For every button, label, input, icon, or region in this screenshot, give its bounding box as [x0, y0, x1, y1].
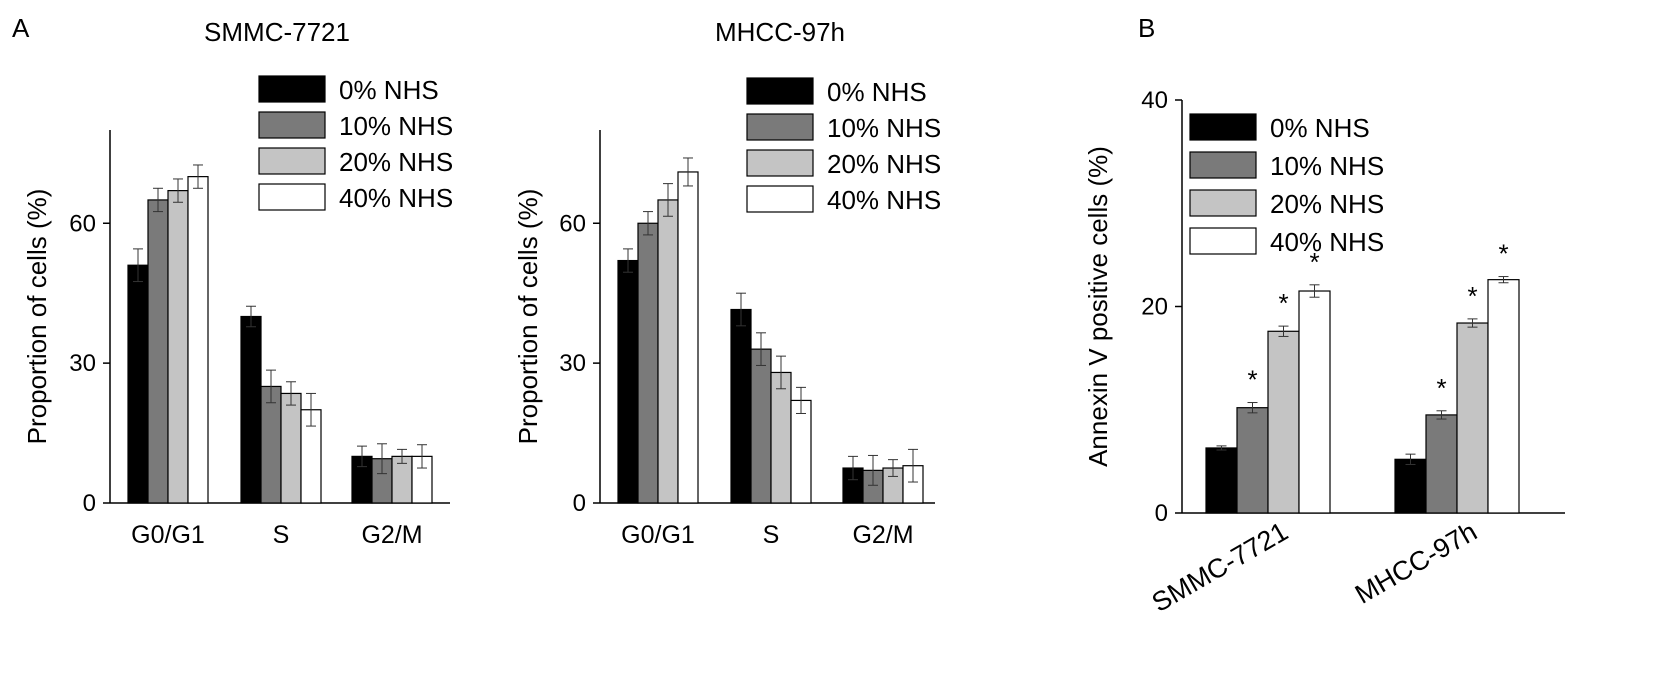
legend-label: 0% NHS — [339, 75, 439, 105]
c0-y-tick-label: 30 — [69, 350, 96, 377]
bar-c2-mhcc97h-s1 — [1425, 414, 1458, 514]
bar-c0-g0g1-s3 — [187, 176, 209, 504]
c1-legend: 0% NHS 10% NHS 20% NHS 40% NHS — [746, 77, 941, 215]
legend-swatch — [746, 185, 814, 213]
bar-c0-s-s0 — [240, 315, 262, 504]
significance-marker: * — [1247, 365, 1257, 395]
bar-c1-s-s1 — [750, 348, 772, 504]
legend-label: 40% NHS — [339, 183, 453, 213]
bar-c2-smmc7721-s3 — [1298, 290, 1331, 514]
bar-c0-s-s1 — [260, 385, 282, 504]
legend-label: 10% NHS — [339, 111, 453, 141]
bar-c0-g0g1-s0 — [127, 264, 149, 504]
c0-title: SMMC-7721 — [204, 17, 350, 47]
bar-c2-mhcc97h-s3 — [1487, 279, 1520, 514]
legend-label: 40% NHS — [1270, 227, 1384, 257]
bar-c2-smmc7721-s2 — [1267, 330, 1300, 514]
legend-swatch — [746, 149, 814, 177]
significance-marker: * — [1278, 288, 1288, 318]
legend-swatch — [1189, 189, 1257, 217]
c0-legend: 0% NHS 10% NHS 20% NHS 40% NHS — [258, 75, 453, 213]
bar-c1-s-s2 — [770, 371, 792, 504]
chart-smmc-7721-cell-cycle: 0 30 60 Proportion of cells (%) SMMC-7721 G0/… — [22, 17, 453, 549]
c0-category-label: S — [273, 521, 290, 549]
c2-y-tick-label: 20 — [1141, 294, 1168, 321]
legend-label: 20% NHS — [339, 147, 453, 177]
c2-category-label: MHCC-97h — [1350, 516, 1482, 609]
c1-category-label: G0/G1 — [621, 521, 695, 549]
c2-category-label: SMMC-7721 — [1147, 516, 1293, 618]
bar-c2-smmc7721-s1 — [1236, 407, 1269, 514]
legend-swatch — [258, 111, 326, 139]
c1-category-label: S — [763, 521, 780, 549]
bar-c1-s-s3 — [790, 399, 812, 504]
significance-marker: * — [1309, 247, 1319, 277]
bar-c2-mhcc97h-s0 — [1394, 458, 1427, 514]
c0-category-label: G0/G1 — [131, 521, 205, 549]
c0-y-tick-label: 0 — [83, 490, 96, 517]
bar-c1-g0g1-s2 — [657, 199, 679, 504]
panel-a-label: A — [12, 13, 30, 43]
c0-category-label: G2/M — [361, 521, 422, 549]
bar-c0-g0g1-s2 — [167, 190, 189, 504]
bar-c2-smmc7721-s0 — [1205, 447, 1238, 514]
legend-label: 0% NHS — [1270, 113, 1370, 143]
c2-y-tick-label: 0 — [1155, 500, 1168, 527]
legend-swatch — [1189, 151, 1257, 179]
c1-y-tick-label: 0 — [573, 490, 586, 517]
legend-label: 10% NHS — [827, 113, 941, 143]
legend-label: 20% NHS — [1270, 189, 1384, 219]
c1-y-tick-label: 30 — [559, 350, 586, 377]
significance-marker: * — [1467, 281, 1477, 311]
legend-swatch — [746, 113, 814, 141]
bar-c1-g0g1-s1 — [637, 222, 659, 504]
legend-label: 40% NHS — [827, 185, 941, 215]
c0-y-axis-label: Proportion of cells (%) — [22, 189, 52, 445]
c1-y-axis-label: Proportion of cells (%) — [513, 189, 543, 445]
c1-category-label: G2/M — [852, 521, 913, 549]
bar-c2-mhcc97h-s2 — [1456, 322, 1489, 514]
significance-marker: * — [1498, 239, 1508, 269]
significance-marker: * — [1436, 373, 1446, 403]
bar-c1-g0g1-s3 — [677, 171, 699, 504]
bar-c0-s-s2 — [280, 392, 302, 504]
legend-swatch — [1189, 227, 1257, 255]
legend-label: 0% NHS — [827, 77, 927, 107]
c1-title: MHCC-97h — [715, 17, 845, 47]
legend-swatch — [1189, 113, 1257, 141]
c1-y-tick-label: 60 — [559, 210, 586, 237]
legend-label: 20% NHS — [827, 149, 941, 179]
c2-legend: 0% NHS 10% NHS 20% NHS 40% NHS — [1189, 113, 1384, 257]
legend-swatch — [258, 183, 326, 211]
chart-annexin-v: 0 20 40 Annexin V positive cells (%) * * * SMMC… — [1083, 87, 1565, 618]
bar-c1-s-s0 — [730, 308, 752, 504]
c2-y-tick-label: 40 — [1141, 87, 1168, 114]
bar-c1-g0g1-s0 — [617, 259, 639, 504]
legend-label: 10% NHS — [1270, 151, 1384, 181]
legend-swatch — [258, 147, 326, 175]
legend-swatch — [746, 77, 814, 105]
legend-swatch — [258, 75, 326, 103]
panel-b-label: B — [1138, 13, 1155, 43]
bar-c0-g0g1-s1 — [147, 199, 169, 504]
c0-y-tick-label: 60 — [69, 210, 96, 237]
chart-mhcc-97h-cell-cycle: 0 30 60 Proportion of cells (%) MHCC-97h G0/G… — [513, 17, 941, 549]
c2-y-axis-label: Annexin V positive cells (%) — [1083, 146, 1113, 467]
